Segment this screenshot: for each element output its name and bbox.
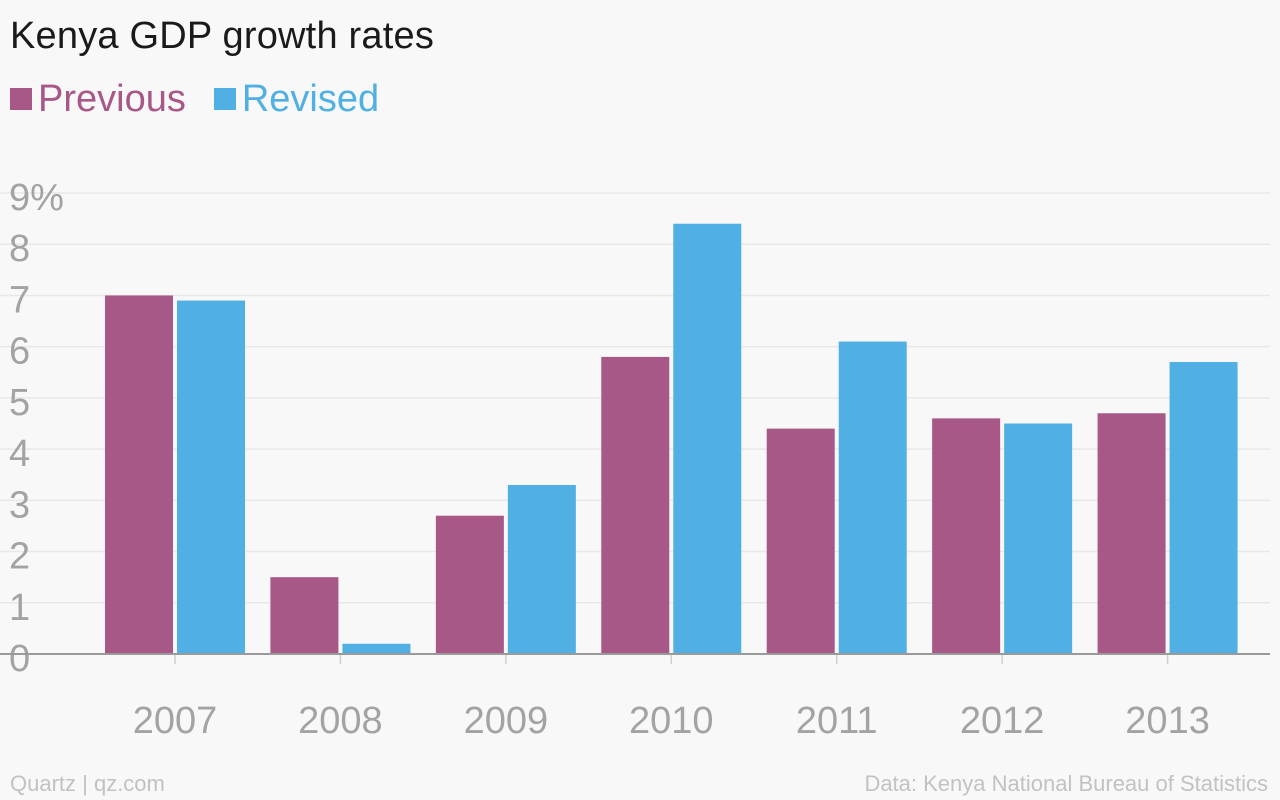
legend-label-revised: Revised <box>241 78 380 120</box>
x-tick-label: 2010 <box>629 700 714 742</box>
legend-item-previous: Previous <box>10 76 186 122</box>
bar-previous-2011 <box>766 428 835 654</box>
legend-item-revised: Revised <box>213 76 380 122</box>
bar-revised-2010 <box>673 223 742 654</box>
bar-previous-2007 <box>105 295 173 654</box>
y-tick-label: 3 <box>9 484 30 526</box>
y-tick-label: 2 <box>9 536 30 578</box>
y-tick-label: 0 <box>9 638 30 680</box>
bar-previous-2010 <box>601 356 670 654</box>
legend-swatch-previous <box>10 88 32 110</box>
y-tick-label: 5 <box>9 382 30 424</box>
bar-previous-2009 <box>435 515 504 654</box>
legend: Previous Revised <box>10 76 407 122</box>
y-tick-label: 6 <box>9 331 30 373</box>
y-tick-label: 8 <box>9 228 30 270</box>
x-tick-label: 2013 <box>1125 700 1210 742</box>
y-tick-label: 7 <box>9 279 30 321</box>
bar-revised-2009 <box>507 484 576 654</box>
y-tick-label: 1 <box>9 587 30 629</box>
data-source: Data: Kenya National Bureau of Statistic… <box>864 771 1268 796</box>
bar-revised-2012 <box>1004 423 1073 654</box>
legend-label-previous: Previous <box>38 78 186 120</box>
x-tick-label: 2012 <box>960 700 1045 742</box>
x-tick-label: 2011 <box>796 700 878 742</box>
bar-revised-2013 <box>1169 362 1238 654</box>
bar-previous-2008 <box>270 577 339 654</box>
y-tick-label: 9% <box>9 177 64 219</box>
chart-title: Kenya GDP growth rates <box>10 15 435 57</box>
bar-previous-2012 <box>932 418 1001 654</box>
x-tick-label: 2009 <box>464 700 549 742</box>
bar-revised-2007 <box>177 300 245 654</box>
x-tick-label: 2007 <box>133 700 218 742</box>
source-credit: Quartz | qz.com <box>10 771 165 796</box>
bar-previous-2013 <box>1097 413 1166 654</box>
bar-revised-2011 <box>838 341 907 654</box>
y-tick-label: 4 <box>9 433 30 475</box>
bar-revised-2008 <box>342 643 411 654</box>
x-tick-label: 2008 <box>298 700 383 742</box>
legend-swatch-revised <box>213 88 236 110</box>
